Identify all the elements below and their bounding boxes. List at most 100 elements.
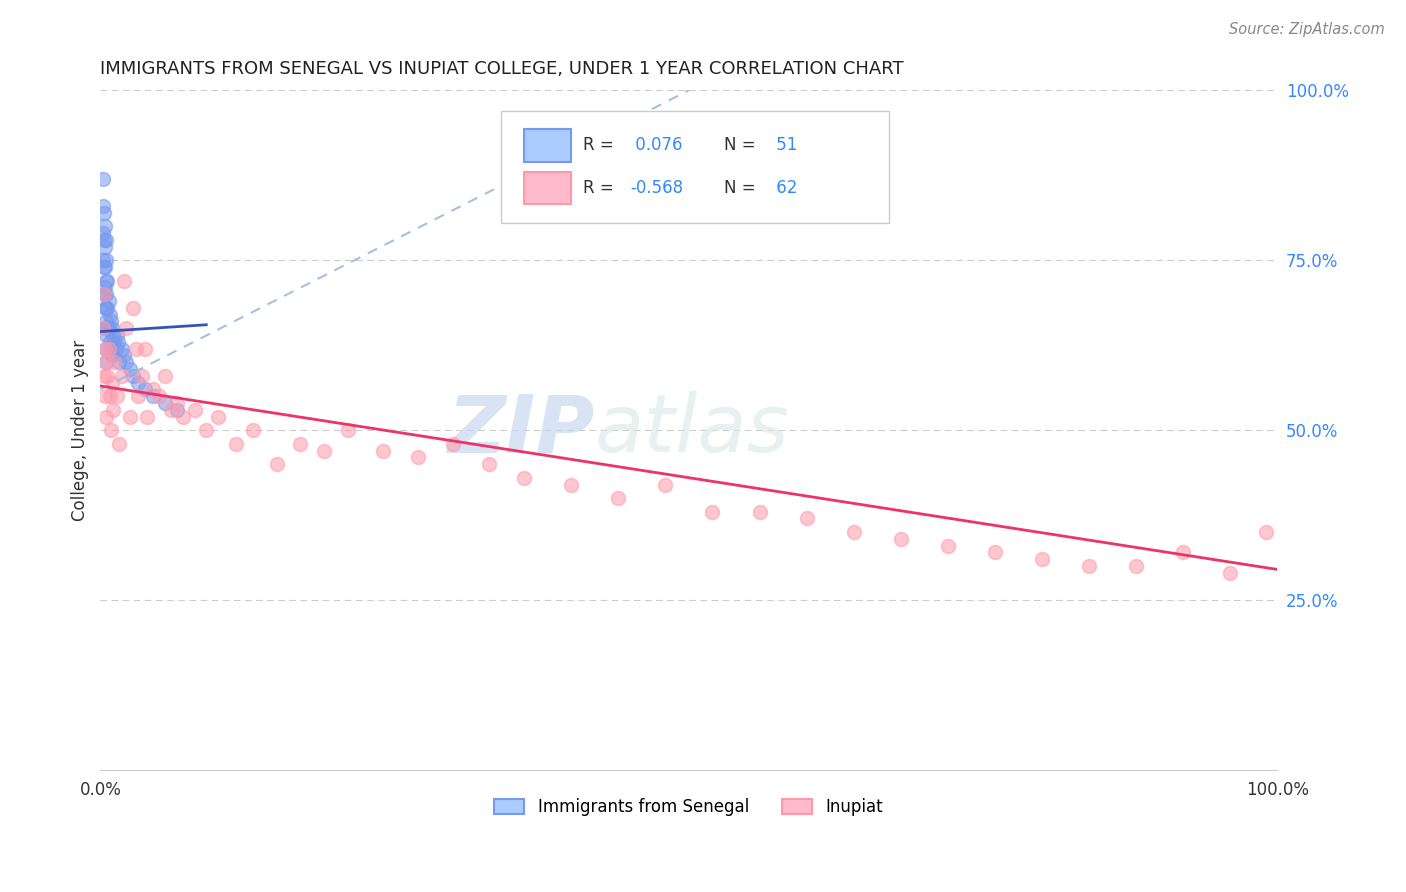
Point	[91, 321, 114, 335]
Point	[406, 450, 429, 465]
Point	[607, 491, 630, 505]
Point	[103, 334, 125, 349]
Text: Source: ZipAtlas.com: Source: ZipAtlas.com	[1229, 22, 1385, 37]
Point	[142, 389, 165, 403]
Point	[96, 274, 118, 288]
Point	[225, 436, 247, 450]
Text: 62: 62	[772, 179, 797, 197]
Point	[115, 355, 138, 369]
Point	[96, 328, 118, 343]
Point	[91, 171, 114, 186]
Point	[115, 321, 138, 335]
Point	[91, 253, 114, 268]
Point	[94, 280, 117, 294]
Point	[478, 457, 501, 471]
Point	[131, 368, 153, 383]
Point	[166, 396, 188, 410]
FancyBboxPatch shape	[501, 111, 889, 223]
Point	[1219, 566, 1241, 580]
Point	[242, 423, 264, 437]
Point	[110, 342, 132, 356]
Text: 0.076: 0.076	[630, 136, 682, 154]
Point	[108, 436, 131, 450]
Point	[1125, 559, 1147, 574]
Point	[195, 423, 218, 437]
Point	[93, 260, 115, 274]
Point	[96, 301, 118, 315]
Point	[94, 239, 117, 253]
Point	[94, 389, 117, 403]
Text: -0.568: -0.568	[630, 179, 683, 197]
Point	[96, 355, 118, 369]
Point	[312, 443, 335, 458]
Point	[336, 423, 359, 437]
Point	[842, 525, 865, 540]
FancyBboxPatch shape	[524, 129, 571, 161]
Point	[98, 308, 121, 322]
Point	[166, 402, 188, 417]
Point	[134, 342, 156, 356]
Point	[560, 477, 582, 491]
Text: 51: 51	[772, 136, 797, 154]
Point	[1173, 545, 1195, 559]
Text: IMMIGRANTS FROM SENEGAL VS INUPIAT COLLEGE, UNDER 1 YEAR CORRELATION CHART: IMMIGRANTS FROM SENEGAL VS INUPIAT COLLE…	[100, 60, 904, 78]
Point	[93, 287, 115, 301]
Text: N =: N =	[724, 179, 761, 197]
Point	[93, 205, 115, 219]
Point	[93, 368, 115, 383]
Y-axis label: College, Under 1 year: College, Under 1 year	[72, 340, 89, 521]
Point	[94, 219, 117, 234]
Point	[118, 362, 141, 376]
Point	[1031, 552, 1053, 566]
Point	[160, 402, 183, 417]
Point	[96, 233, 118, 247]
Point	[148, 389, 170, 403]
Point	[124, 342, 146, 356]
Point	[443, 436, 465, 450]
Point	[654, 477, 676, 491]
Point	[96, 321, 118, 335]
Point	[796, 511, 818, 525]
Point	[702, 505, 724, 519]
Point	[266, 457, 288, 471]
Text: atlas: atlas	[595, 391, 790, 469]
Point	[748, 505, 770, 519]
Point	[96, 253, 118, 268]
Point	[93, 233, 115, 247]
Point	[96, 301, 118, 315]
Point	[100, 342, 122, 356]
Point	[103, 355, 125, 369]
Point	[207, 409, 229, 424]
Point	[1254, 525, 1277, 540]
Point	[122, 368, 145, 383]
Point	[96, 409, 118, 424]
FancyBboxPatch shape	[524, 172, 571, 204]
Point	[890, 532, 912, 546]
Point	[101, 321, 124, 335]
Point	[153, 396, 176, 410]
Point	[97, 293, 120, 308]
Point	[96, 342, 118, 356]
Point	[91, 199, 114, 213]
Point	[96, 287, 118, 301]
Point	[936, 539, 959, 553]
Point	[94, 342, 117, 356]
Point	[91, 226, 114, 240]
Point	[100, 423, 122, 437]
Point	[122, 301, 145, 315]
Point	[290, 436, 312, 450]
Point	[110, 368, 132, 383]
Point	[94, 321, 117, 335]
Point	[98, 334, 121, 349]
Point	[96, 314, 118, 328]
Text: ZIP: ZIP	[447, 391, 595, 469]
Point	[371, 443, 394, 458]
Point	[96, 274, 118, 288]
Text: N =: N =	[724, 136, 761, 154]
Legend: Immigrants from Senegal, Inupiat: Immigrants from Senegal, Inupiat	[488, 791, 890, 822]
Point	[105, 328, 128, 343]
Text: R =: R =	[583, 136, 619, 154]
Point	[98, 389, 121, 403]
Point	[103, 328, 125, 343]
Point	[136, 409, 159, 424]
